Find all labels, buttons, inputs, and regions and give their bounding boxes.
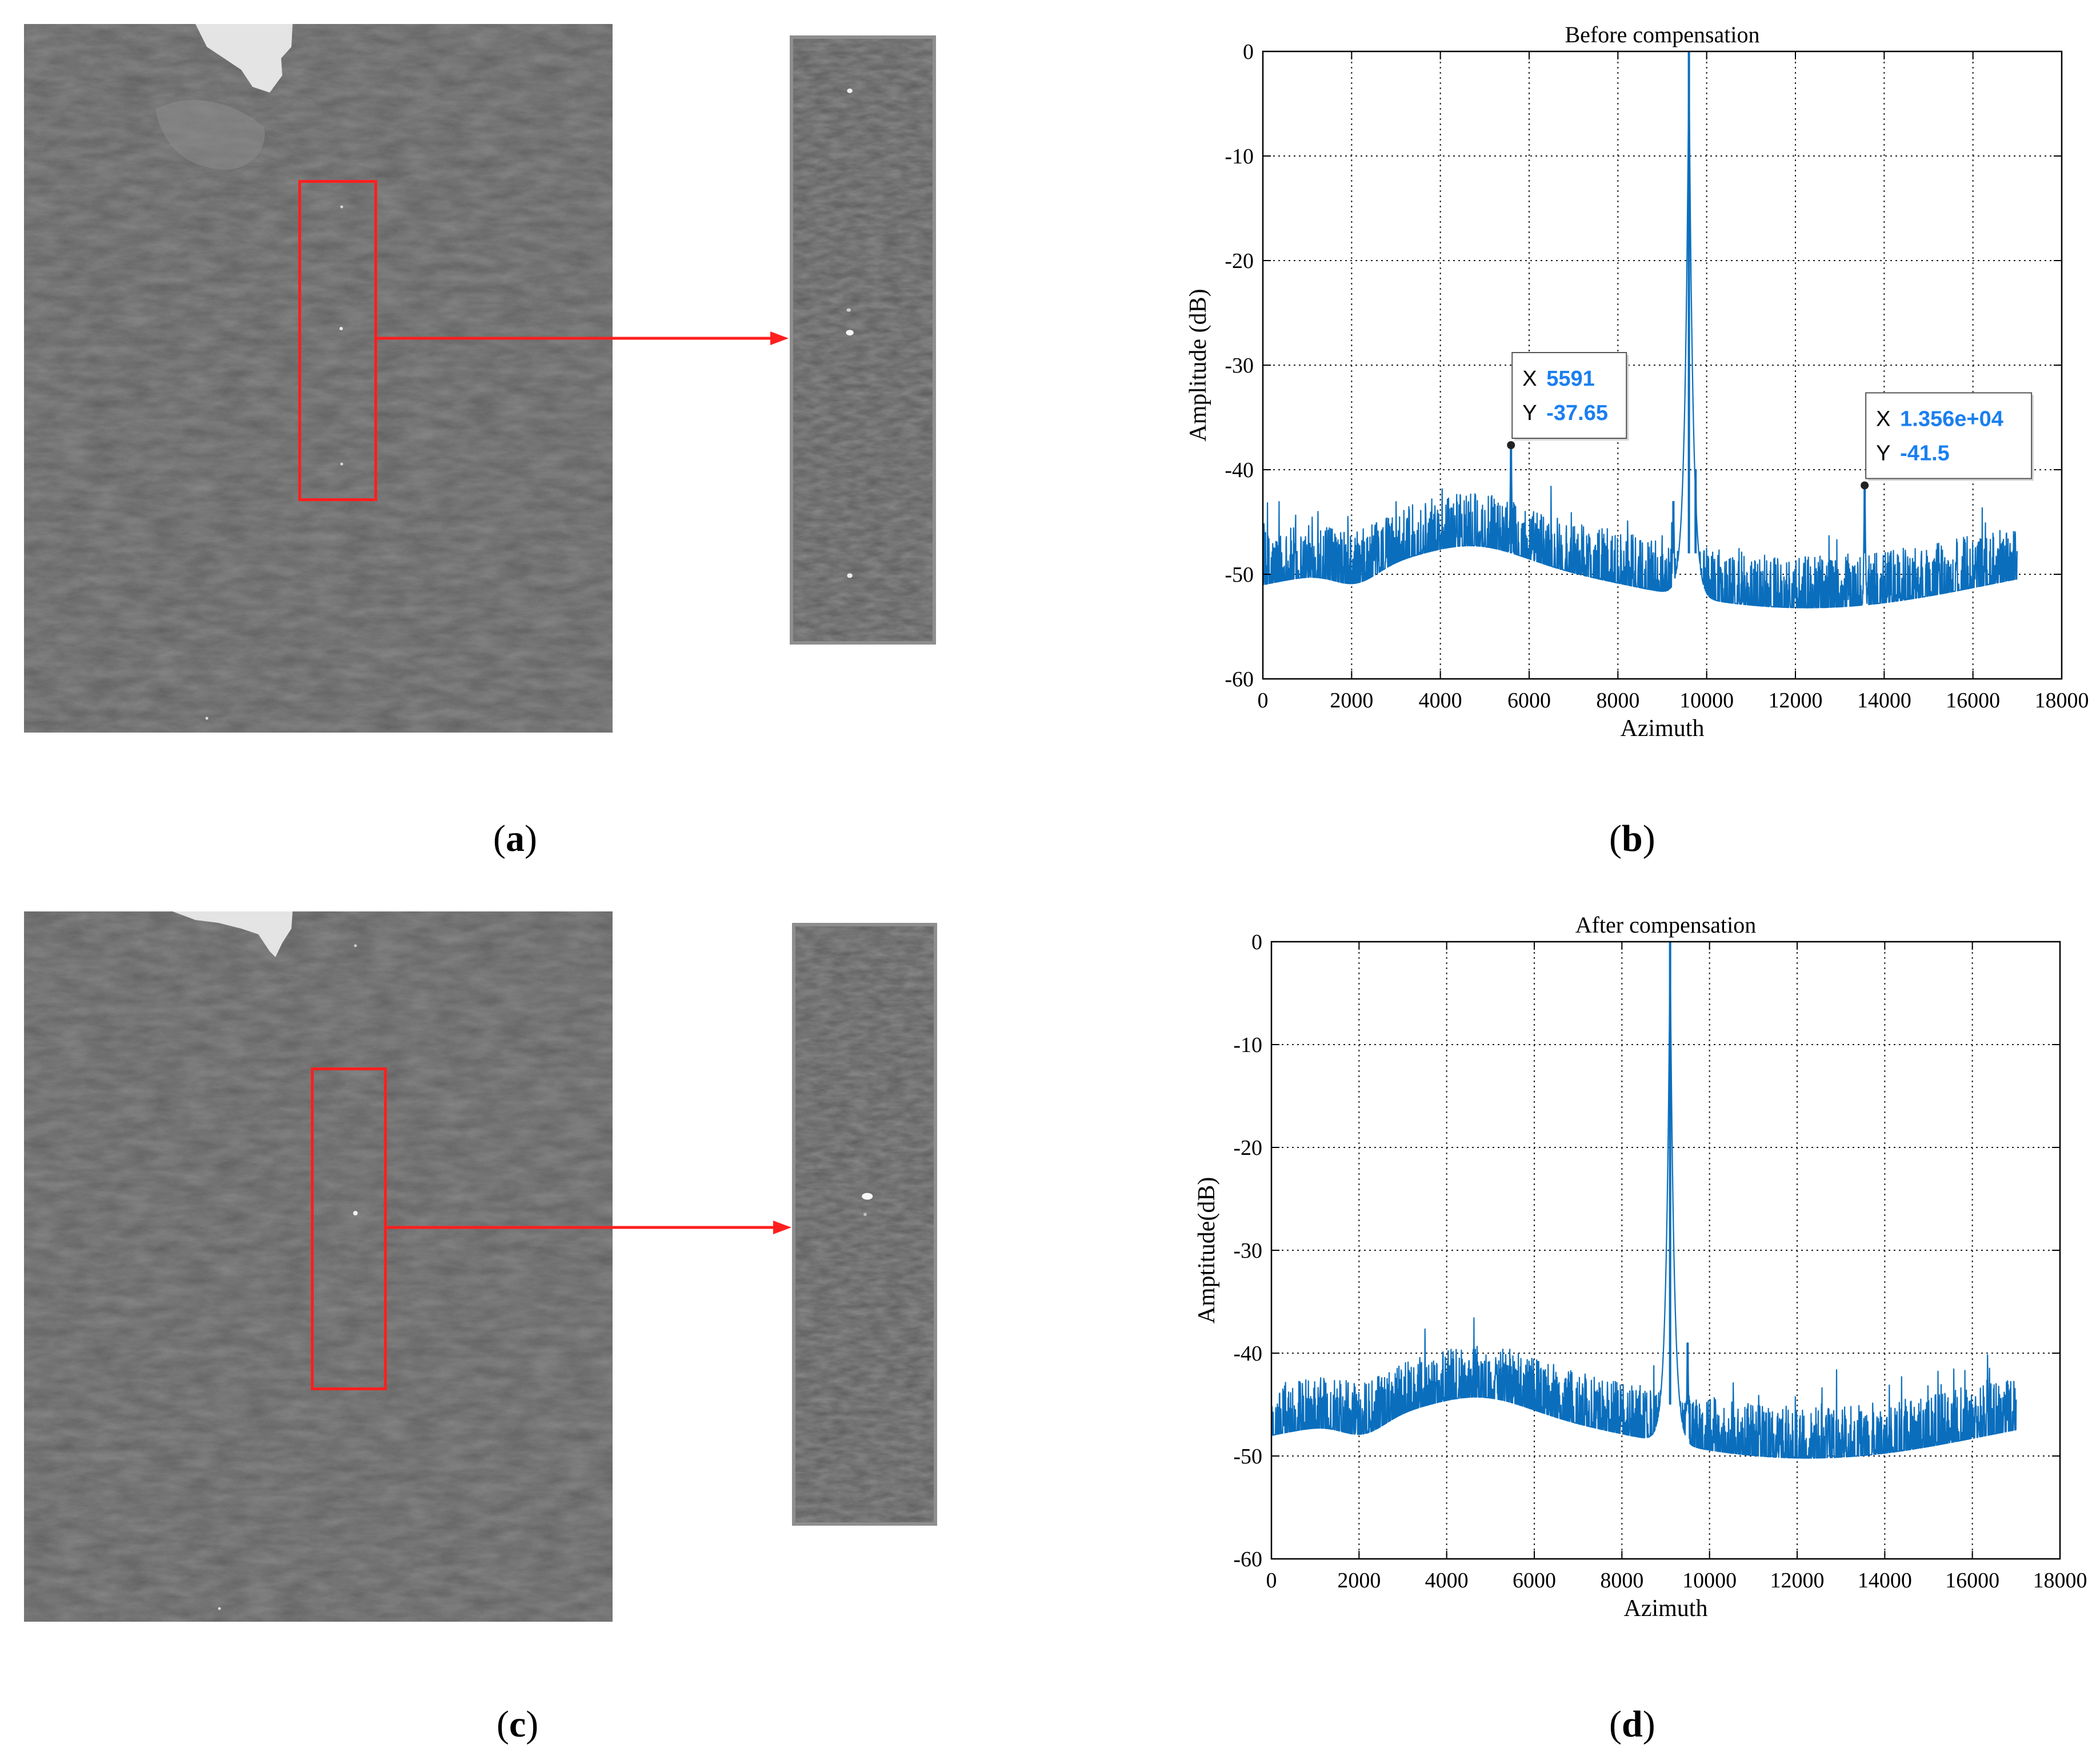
sar-texture-after (24, 911, 613, 1622)
x-tick-label: 18000 (2033, 1569, 2087, 1593)
x-tick-label: 14000 (1857, 689, 1911, 713)
x-tick-label: 10000 (1682, 1569, 1737, 1593)
y-axis-label: Amptitude(dB) (1194, 1177, 1220, 1324)
chart-before-compensation: 0 2000 4000 6000 8000 10000 12000 14000 16000 180… (1185, 22, 2089, 742)
ship-target (340, 205, 343, 209)
chart-title: Before compensation (1565, 22, 1760, 47)
crop-texture-after (795, 926, 934, 1522)
x-tick-label: 16000 (1945, 1569, 1999, 1593)
y-tick-label: -30 (1233, 1239, 1262, 1263)
x-tick-label: 16000 (1946, 689, 2000, 713)
coastline-island (195, 24, 293, 93)
datatip-y-value: -37.65 (1546, 401, 1608, 425)
y-tick-label: -20 (1233, 1136, 1262, 1160)
y-tick-label: -40 (1225, 458, 1254, 482)
ship-target (846, 308, 851, 312)
datatip: X 5591 Y -37.65 (1511, 351, 1629, 441)
y-tick-label: -20 (1225, 249, 1254, 273)
ship-target (846, 330, 854, 336)
y-tick-label: -40 (1233, 1342, 1262, 1366)
panel-letter: a (505, 818, 525, 859)
datatip: X 1.356e+04 Y -41.5 (1865, 392, 2034, 481)
zoom-crop-after (792, 923, 937, 1526)
roi-box-after (311, 1067, 387, 1390)
y-tick-label: -50 (1233, 1445, 1262, 1469)
sar-image-before (24, 24, 613, 733)
panel-label-b: (b) (1609, 818, 1655, 859)
coastline-island (173, 911, 293, 957)
chart-after-compensation: 0 2000 4000 6000 8000 10000 12000 14000 16000 180… (1194, 912, 2087, 1622)
datatip-box (1511, 351, 1627, 439)
panel-label-a: (a) (493, 818, 537, 859)
y-tick-label: -50 (1225, 563, 1254, 587)
datatip-y-label: Y (1522, 401, 1537, 425)
ship-target (340, 462, 343, 466)
y-axis-label: Amplitude (dB) (1185, 289, 1211, 441)
x-tick-label: 4000 (1425, 1569, 1469, 1593)
x-tick-label: 8000 (1600, 1569, 1643, 1593)
coastal-clutter (155, 100, 265, 170)
y-tick-label: -60 (1233, 1547, 1262, 1571)
ship-target (863, 1213, 867, 1217)
datatip-marker (1861, 481, 1869, 490)
x-tick-label: 14000 (1858, 1569, 1912, 1593)
y-tick-label: -10 (1225, 145, 1254, 169)
x-tick-label: 2000 (1330, 689, 1373, 713)
y-tick-label: 0 (1243, 40, 1254, 64)
x-tick-label: 6000 (1513, 1569, 1556, 1593)
x-tick-label: 2000 (1337, 1569, 1381, 1593)
datatip-x-label: X (1522, 367, 1537, 391)
ship-target (218, 1607, 221, 1610)
ship-target (205, 717, 209, 720)
x-tick-label: 0 (1258, 689, 1269, 713)
ship-target (862, 1193, 873, 1200)
y-tick-label: -10 (1233, 1033, 1262, 1057)
ship-target (354, 944, 357, 947)
datatip-x-value: 5591 (1546, 367, 1595, 391)
datatip-y-label: Y (1876, 441, 1890, 465)
datatip-box (1865, 392, 2033, 479)
x-tick-label: 0 (1266, 1569, 1277, 1593)
datatip-x-value: 1.356e+04 (1900, 407, 2003, 431)
y-tick-label: -30 (1225, 354, 1254, 378)
x-tick-label: 12000 (1770, 1569, 1825, 1593)
panel-letter: d (1621, 1703, 1643, 1745)
panel-label-d: (d) (1609, 1703, 1655, 1745)
x-tick-label: 4000 (1419, 689, 1462, 713)
sar-texture-before (24, 24, 613, 733)
x-tick-label: 10000 (1679, 689, 1734, 713)
datatip-x-label: X (1876, 407, 1890, 431)
zoom-arrow-before (377, 331, 789, 345)
series-line (1270, 949, 2017, 1459)
x-axis-label: Azimuth (1621, 715, 1705, 742)
zoom-arrow-after (387, 1221, 791, 1234)
sar-image-after (24, 911, 613, 1622)
series-line (1262, 60, 2018, 609)
roi-box-before (298, 180, 377, 501)
zoom-crop-before (790, 35, 936, 645)
panel-letter: b (1621, 818, 1643, 859)
datatip-marker (1507, 441, 1515, 449)
crop-texture-before (793, 39, 933, 641)
chart-title: After compensation (1575, 912, 1757, 938)
panel-label-c: (c) (497, 1703, 539, 1745)
x-tick-label: 8000 (1596, 689, 1639, 713)
ship-target (339, 327, 343, 330)
y-tick-label: -60 (1225, 667, 1254, 691)
x-tick-label: 18000 (2035, 689, 2089, 713)
x-tick-label: 6000 (1507, 689, 1551, 713)
panel-letter: c (509, 1703, 526, 1745)
ship-target (847, 89, 853, 93)
x-axis-label: Azimuth (1624, 1595, 1708, 1622)
y-tick-label: 0 (1251, 930, 1262, 954)
datatip-y-value: -41.5 (1900, 441, 1950, 465)
ship-target (847, 573, 853, 578)
x-tick-label: 12000 (1769, 689, 1823, 713)
ship-target (353, 1211, 358, 1215)
